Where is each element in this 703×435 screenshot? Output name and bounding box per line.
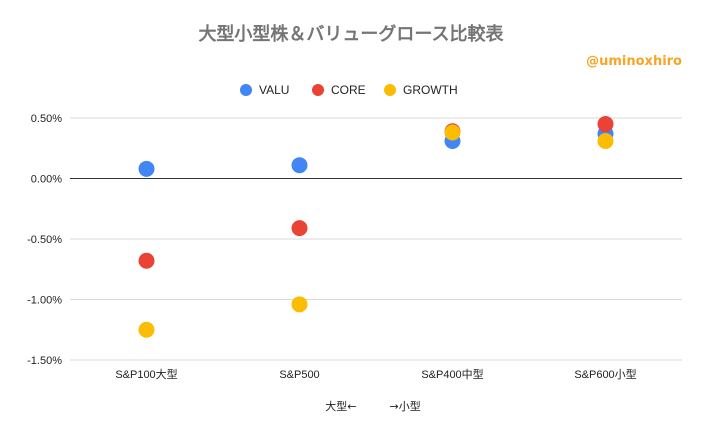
chart-title: 大型小型株＆バリューグロース比較表 [198,23,504,45]
legend-marker-growth [384,84,396,96]
data-point-growth [597,132,614,149]
data-point-valu [138,160,155,177]
y-tick-label: -1.50% [27,355,62,367]
y-axis-ticks: 0.50% 0.00% -0.50% -1.00% -1.50% [27,113,62,367]
y-tick-label: 0.00% [31,174,62,186]
x-axis-ticks: S&P100大型 S&P500 S&P400中型 S&P600小型 [115,367,636,381]
legend-label: GROWTH [403,83,458,97]
data-point-core [597,116,614,133]
y-tick-label: -0.50% [27,234,62,246]
legend-label: VALU [259,83,289,97]
data-points [138,116,614,338]
x-tick-label: S&P400中型 [421,367,483,381]
x-tick-label: S&P100大型 [115,367,177,381]
watermark-text: @uminoxhiro [586,54,682,69]
legend-marker-valu [240,84,252,96]
legend-label: CORE [331,83,366,97]
data-point-growth [291,296,308,313]
data-point-core [291,220,308,237]
data-point-valu [291,157,308,174]
legend-marker-core [312,84,324,96]
data-point-growth [444,124,461,141]
x-tick-label: S&P500 [279,369,319,381]
grid [70,117,682,361]
data-point-growth [138,321,155,338]
y-tick-label: 0.50% [31,113,62,125]
x-tick-label: S&P600小型 [574,367,636,381]
x-axis-label: 大型← →小型 [325,399,420,413]
data-point-core [138,252,155,269]
y-tick-label: -1.00% [27,295,62,307]
legend: VALU CORE GROWTH [240,83,458,97]
